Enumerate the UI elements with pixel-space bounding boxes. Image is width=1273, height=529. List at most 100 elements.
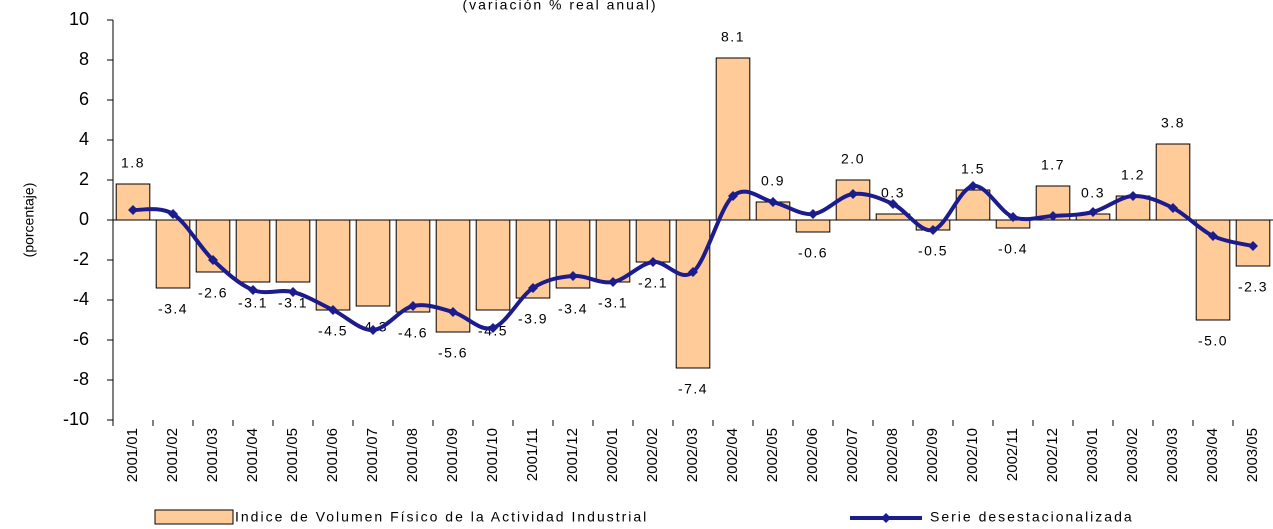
- line-marker: [808, 209, 818, 219]
- data-label: -5.0: [1198, 333, 1228, 349]
- x-tick-label: 2001/06: [324, 428, 341, 482]
- line-marker: [368, 325, 378, 335]
- line-marker: [568, 271, 578, 281]
- y-tick-label: 6: [79, 89, 89, 109]
- data-label: 2.0: [841, 151, 865, 167]
- line-marker: [1128, 191, 1138, 201]
- line-marker: [928, 225, 938, 235]
- data-label: -3.1: [238, 295, 268, 311]
- data-label: -0.5: [918, 243, 948, 259]
- line-marker: [728, 191, 738, 201]
- bar: [595, 219, 631, 283]
- line-marker: [248, 285, 258, 295]
- line-marker: [888, 199, 898, 209]
- x-tick-label: 2001/04: [244, 428, 261, 482]
- line-marker: [328, 305, 338, 315]
- data-label: 0.3: [881, 185, 905, 201]
- legend-swatch: [154, 509, 234, 525]
- y-tick-label: -4: [73, 289, 89, 309]
- x-tick-label: 2001/07: [364, 428, 381, 482]
- data-label: -2.3: [1238, 279, 1268, 295]
- y-tick-label: 10: [69, 9, 89, 29]
- bar: [235, 219, 271, 283]
- data-label: -3.4: [558, 301, 588, 317]
- y-tick-label: -8: [73, 369, 89, 389]
- x-tick-label: 2002/09: [924, 428, 941, 482]
- x-tick-label: 2001/03: [204, 428, 221, 482]
- bar: [635, 219, 671, 263]
- x-tick-label: 2001/12: [564, 428, 581, 482]
- y-axis-label: (porcentaje): [21, 183, 37, 258]
- line-marker: [448, 307, 458, 317]
- data-label: -4.5: [318, 323, 348, 339]
- y-tick-label: -10: [63, 409, 89, 429]
- data-label: -3.9: [518, 311, 548, 327]
- x-tick-label: 2003/03: [1164, 428, 1181, 482]
- y-tick-label: -6: [73, 329, 89, 349]
- data-label: -0.4: [998, 241, 1028, 257]
- line-marker: [688, 267, 698, 277]
- data-label: 8.1: [721, 29, 745, 45]
- line-marker: [648, 257, 658, 267]
- x-tick-label: 2001/09: [444, 428, 461, 482]
- x-tick-label: 2002/11: [1004, 428, 1021, 481]
- line-marker: [1008, 212, 1018, 222]
- line-marker: [408, 301, 418, 311]
- line-marker: [288, 287, 298, 297]
- line-marker: [488, 323, 498, 333]
- line-marker: [1208, 231, 1218, 241]
- x-tick-label: 2002/01: [604, 428, 621, 482]
- chart-subtitle: (variación % real anual): [462, 0, 657, 13]
- line-marker: [168, 209, 178, 219]
- data-label: -2.6: [198, 285, 228, 301]
- bar: [675, 219, 711, 369]
- x-tick-label: 2002/08: [884, 428, 901, 482]
- data-label: -0.6: [798, 245, 828, 261]
- y-tick-label: 4: [79, 129, 89, 149]
- x-tick-label: 2002/12: [1044, 428, 1061, 482]
- data-label: 1.8: [121, 155, 145, 171]
- line-marker: [208, 255, 218, 265]
- data-label: -2.1: [638, 275, 668, 291]
- y-tick-label: 8: [79, 49, 89, 69]
- x-tick-label: 2003/02: [1124, 428, 1141, 482]
- data-label: -3.1: [278, 295, 308, 311]
- bar: [315, 219, 351, 311]
- line-marker: [968, 181, 978, 191]
- data-label: 0.3: [1081, 185, 1105, 201]
- legend-label: Indice de Volumen Físico de la Actividad…: [235, 509, 648, 525]
- x-tick-label: 2001/05: [284, 428, 301, 482]
- bar: [275, 219, 311, 283]
- legend-label: Serie desestacionalizada: [930, 509, 1134, 525]
- x-tick-label: 2002/02: [644, 428, 661, 482]
- x-tick-label: 2002/05: [764, 428, 781, 482]
- y-tick-label: 0: [79, 209, 89, 229]
- line-marker: [608, 277, 618, 287]
- data-label: 3.8: [1161, 115, 1185, 131]
- x-tick-label: 2002/03: [684, 428, 701, 482]
- data-label: -3.4: [158, 301, 188, 317]
- bar: [795, 219, 831, 233]
- line-marker: [1168, 203, 1178, 213]
- x-tick-label: 2002/04: [724, 428, 741, 482]
- x-tick-label: 2002/07: [844, 428, 861, 482]
- x-tick-label: 2001/08: [404, 428, 421, 482]
- line-marker: [128, 205, 138, 215]
- line-marker: [528, 283, 538, 293]
- bar: [155, 219, 191, 289]
- x-tick-label: 2002/06: [804, 428, 821, 482]
- legend-marker: [881, 513, 891, 523]
- x-tick-label: 2001/01: [124, 428, 141, 482]
- x-tick-label: 2003/05: [1244, 428, 1261, 482]
- line-marker: [1048, 211, 1058, 221]
- data-label: -4.6: [398, 325, 428, 341]
- line-marker: [1088, 207, 1098, 217]
- y-tick-label: 2: [79, 169, 89, 189]
- x-tick-label: 2002/10: [964, 428, 981, 482]
- x-tick-label: 2001/02: [164, 428, 181, 482]
- data-label: -3.1: [598, 295, 628, 311]
- bar: [395, 219, 431, 313]
- x-tick-label: 2003/04: [1204, 428, 1221, 482]
- data-label: -5.6: [438, 345, 468, 361]
- bar: [355, 219, 391, 307]
